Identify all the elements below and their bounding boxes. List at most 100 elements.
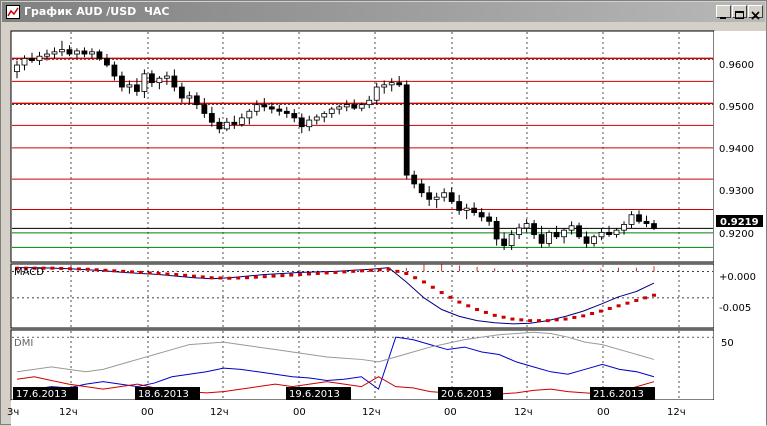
macd-signal-dot bbox=[563, 317, 568, 321]
macd-signal-dot bbox=[501, 315, 506, 319]
candle-body bbox=[321, 113, 328, 118]
dmi-plus-line bbox=[16, 336, 655, 393]
macd-signal-dot bbox=[253, 275, 258, 279]
macd-signal-dot bbox=[245, 276, 250, 280]
macd-signal-dot bbox=[634, 299, 639, 303]
macd-signal-dot bbox=[165, 272, 170, 276]
price-label: 0.9600 bbox=[719, 60, 754, 71]
macd-signal-dot bbox=[545, 319, 550, 323]
candle-body bbox=[516, 227, 523, 235]
close-button[interactable] bbox=[748, 5, 763, 20]
current-price-marker bbox=[716, 215, 763, 227]
macd-signal-dot bbox=[528, 319, 533, 323]
candle-body bbox=[501, 238, 508, 246]
time-label: 12ч bbox=[210, 407, 229, 418]
macd-signal-dot bbox=[475, 308, 480, 312]
candle-body bbox=[51, 51, 58, 55]
macd-signal-dot bbox=[598, 309, 603, 313]
macd-signal-dot bbox=[289, 273, 294, 277]
macd-signal-dot bbox=[15, 266, 19, 270]
candle-body bbox=[636, 214, 642, 222]
candle-body bbox=[291, 113, 298, 119]
minimize-button[interactable] bbox=[716, 5, 731, 19]
macd-signal-dot bbox=[280, 274, 285, 278]
date-label-box bbox=[438, 387, 503, 400]
candle-body bbox=[396, 82, 403, 86]
price-label: 0.9500 bbox=[719, 102, 754, 113]
price-panel[interactable] bbox=[10, 30, 715, 263]
candle-body bbox=[276, 108, 283, 112]
candle-body bbox=[193, 95, 200, 106]
close-icon bbox=[751, 11, 760, 20]
macd-signal-dot bbox=[377, 268, 382, 272]
candle-body bbox=[426, 192, 433, 200]
candle-body bbox=[186, 95, 193, 99]
macd-signal-dot bbox=[395, 269, 400, 273]
macd-label: MACD bbox=[14, 267, 44, 278]
date-label: 21.6.2013 bbox=[593, 389, 644, 400]
candle-body bbox=[471, 207, 478, 213]
candle-body bbox=[119, 75, 125, 88]
date-label-box bbox=[135, 387, 200, 400]
candle-body bbox=[14, 64, 20, 73]
chart-area[interactable]: 0.9600 0.9500 0.9400 0.9300 0.9200 0.921… bbox=[1, 23, 767, 426]
candle-body bbox=[463, 207, 470, 211]
macd-signal-dot bbox=[492, 313, 497, 317]
date-label: 20.6.2013 bbox=[441, 389, 492, 400]
macd-signal-dot bbox=[85, 267, 90, 271]
time-label: 12ч bbox=[59, 407, 78, 418]
candle-body bbox=[613, 229, 620, 235]
adx-line bbox=[16, 331, 655, 373]
macd-signal-dot bbox=[386, 267, 391, 271]
time-label: 12ч bbox=[362, 407, 381, 418]
candle-body bbox=[223, 121, 230, 130]
candle-body bbox=[553, 231, 560, 238]
candle-body bbox=[141, 73, 148, 92]
candle-body bbox=[388, 82, 395, 86]
candle-body bbox=[231, 121, 238, 125]
macd-signal-dot bbox=[368, 268, 373, 272]
candle-body bbox=[523, 223, 530, 229]
candle-body bbox=[171, 75, 178, 88]
macd-signal-dot bbox=[315, 271, 320, 275]
macd-signal-dot bbox=[351, 269, 356, 273]
candle-body bbox=[44, 53, 50, 57]
dmi-axis-label: 50 bbox=[721, 338, 734, 349]
macd-signal-dot bbox=[191, 274, 196, 278]
candle-body bbox=[381, 84, 388, 88]
macd-signal-dot bbox=[439, 291, 444, 295]
maximize-icon bbox=[735, 11, 744, 19]
candle-body bbox=[134, 84, 140, 92]
title-bar[interactable]: График AUD /USD ЧАС bbox=[2, 2, 765, 22]
date-label-box bbox=[13, 387, 78, 400]
candle-body bbox=[651, 223, 657, 229]
chart-window-icon bbox=[6, 5, 20, 19]
candle-body bbox=[576, 225, 582, 238]
candle-body bbox=[104, 58, 110, 66]
macd-signal-dot bbox=[236, 276, 241, 280]
macd-signal-dot bbox=[457, 300, 462, 304]
macd-panel[interactable] bbox=[10, 263, 715, 329]
macd-signal-dot bbox=[156, 271, 161, 275]
macd-signal-dot bbox=[41, 266, 46, 270]
macd-signal-dot bbox=[112, 269, 117, 273]
macd-signal-dot bbox=[448, 295, 453, 299]
candle-body bbox=[561, 229, 567, 238]
date-label-box bbox=[590, 387, 655, 400]
candle-body bbox=[208, 113, 215, 123]
candle-body bbox=[111, 64, 118, 77]
macd-signal-dot bbox=[306, 272, 311, 276]
macd-signal-dot bbox=[404, 271, 409, 275]
macd-signal-dot bbox=[342, 270, 347, 274]
macd-signal-dot bbox=[554, 318, 559, 322]
macd-signal-dot bbox=[174, 273, 179, 277]
candle-body bbox=[148, 73, 155, 84]
macd-signal-dot bbox=[227, 276, 232, 280]
candle-body bbox=[358, 104, 365, 109]
candle-body bbox=[486, 216, 493, 222]
candle-body bbox=[298, 117, 305, 128]
candle-body bbox=[156, 77, 163, 84]
maximize-button[interactable] bbox=[732, 5, 747, 19]
candle-body bbox=[433, 196, 440, 200]
